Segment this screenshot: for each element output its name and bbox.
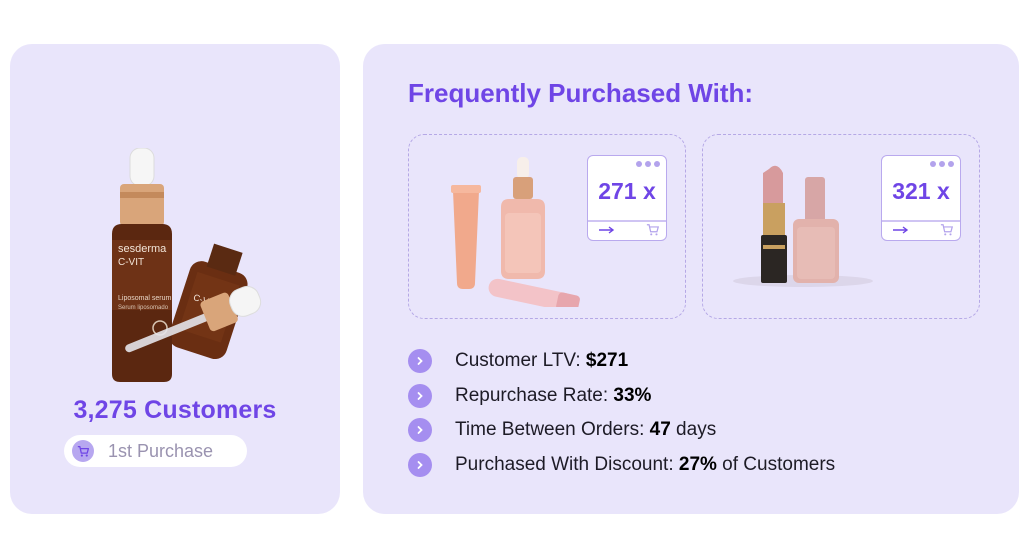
stat-time-between-orders: Time Between Orders: 47 days <box>408 413 835 448</box>
product-desc-text: Liposomal serum <box>118 295 171 302</box>
product-bundle-card-2[interactable]: 321 x <box>702 134 980 319</box>
arrow-right-icon[interactable] <box>890 222 912 238</box>
chevron-right-icon <box>408 349 432 374</box>
window-dots-icon <box>930 161 954 167</box>
chevron-right-icon <box>408 418 432 443</box>
chevron-right-icon <box>408 383 432 408</box>
product-desc2-text: Serum liposomado <box>118 305 169 311</box>
section-title: Frequently Purchased With: <box>408 78 754 108</box>
serum-product-image: C-VIT sesderma C-VIT Liposomal serum Ser… <box>112 148 262 382</box>
stat-customer-ltv: Customer LTV: $271 <box>408 344 835 379</box>
purchase-count-widget-2: 321 x <box>881 155 961 241</box>
stat-purchased-with-discount: Purchased With Discount: 27% of Customer… <box>408 448 835 483</box>
frequently-purchased-card: Frequently Purchased With: 271 x <box>363 44 1019 514</box>
stat-label: Repurchase Rate: <box>455 384 614 406</box>
customer-segment-card: C-VIT sesderma C-VIT Liposomal serum Ser… <box>10 44 340 514</box>
stat-value: $271 <box>585 350 629 372</box>
brand-text: sesderma <box>118 243 167 255</box>
product-name-text: C-VIT <box>118 257 144 268</box>
stat-value: 27% <box>678 453 717 475</box>
stat-label: Time Between Orders: <box>455 419 650 441</box>
stat-value: 47 <box>649 419 671 441</box>
cart-icon[interactable] <box>646 223 660 237</box>
first-purchase-badge: 1st Purchase <box>64 435 247 467</box>
purchase-count-value-2: 321 x <box>892 178 950 204</box>
widget-divider <box>882 220 960 222</box>
chevron-right-icon <box>408 452 432 477</box>
cart-icon <box>72 440 94 462</box>
cosmetics-product-image <box>451 157 580 307</box>
arrow-right-icon[interactable] <box>596 222 618 238</box>
stat-suffix: of Customers <box>716 453 836 475</box>
customer-count: 3,275 Customers <box>73 396 277 424</box>
widget-divider <box>588 220 666 222</box>
cart-icon[interactable] <box>940 223 954 237</box>
stat-label: Customer LTV: <box>455 350 586 372</box>
stat-value: 33% <box>613 384 652 406</box>
product-bundle-card-1[interactable]: 271 x <box>408 134 686 319</box>
stat-suffix: days <box>670 419 717 441</box>
purchase-count-widget-1: 271 x <box>587 155 667 241</box>
customer-stats-list: Customer LTV: $271 Repurchase Rate: 33% … <box>408 344 835 482</box>
stat-repurchase-rate: Repurchase Rate: 33% <box>408 379 835 414</box>
purchase-count-value-1: 271 x <box>598 178 656 204</box>
window-dots-icon <box>636 161 660 167</box>
first-purchase-label: 1st Purchase <box>108 440 214 461</box>
lipstick-product-image <box>733 165 873 287</box>
stat-label: Purchased With Discount: <box>455 453 679 475</box>
